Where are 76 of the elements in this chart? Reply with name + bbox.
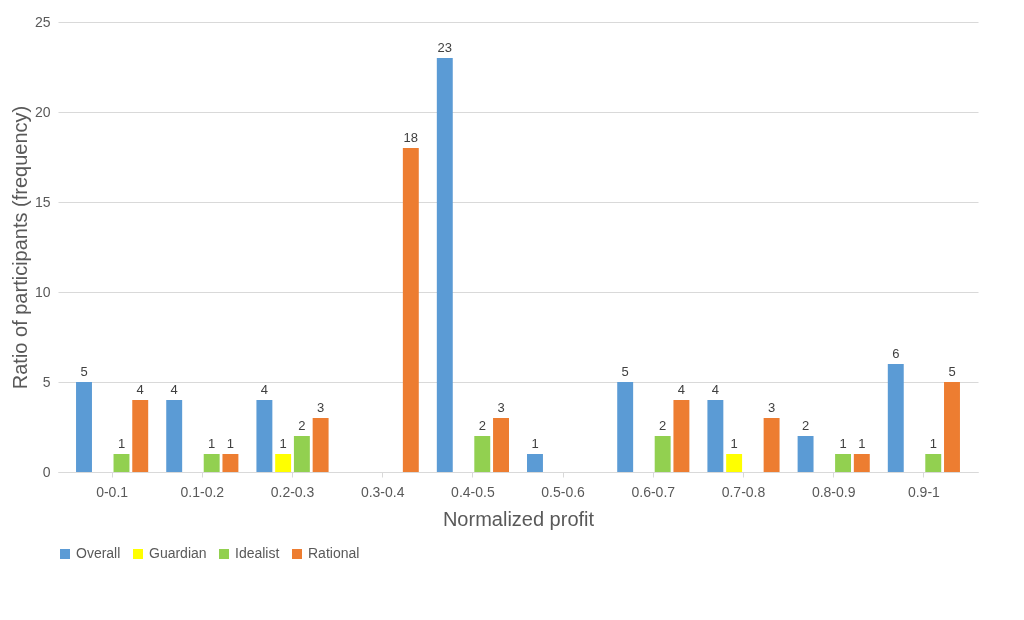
bar xyxy=(76,382,92,472)
data-label: 4 xyxy=(136,382,144,397)
bar xyxy=(925,454,942,472)
data-label: 2 xyxy=(801,418,810,433)
data-label: 1 xyxy=(929,436,937,451)
bar xyxy=(222,454,239,472)
x-tick-label: 0.6-0.7 xyxy=(631,483,676,500)
data-label: 2 xyxy=(659,418,667,433)
data-label: 4 xyxy=(677,382,686,397)
data-label: 6 xyxy=(892,346,900,361)
bar xyxy=(312,418,329,472)
x-axis-title: Normalized profit xyxy=(442,507,595,530)
bar xyxy=(707,400,724,472)
data-label: 1 xyxy=(730,436,738,451)
x-tick-label: 0.7-0.8 xyxy=(721,483,766,500)
x-tick-label: 0-0.1 xyxy=(96,483,129,500)
bar xyxy=(763,418,780,472)
data-label: 5 xyxy=(80,364,88,379)
bar xyxy=(797,436,814,472)
data-label: 1 xyxy=(208,436,216,451)
x-tick-label: 0.5-0.6 xyxy=(541,483,586,500)
data-label: 1 xyxy=(117,436,126,451)
bar xyxy=(203,454,220,472)
y-tick-label: 5 xyxy=(42,373,51,390)
bar xyxy=(132,400,149,472)
bar xyxy=(887,364,904,472)
data-label: 4 xyxy=(170,382,178,397)
x-tick-label: 0.8-0.9 xyxy=(811,483,856,500)
bar xyxy=(726,454,743,472)
data-label: 3 xyxy=(767,400,776,415)
data-label: 1 xyxy=(531,436,539,451)
bar xyxy=(654,436,671,472)
y-tick-label: 20 xyxy=(34,103,51,120)
data-label: 1 xyxy=(279,436,287,451)
bar xyxy=(436,58,453,472)
data-label: 23 xyxy=(437,40,453,55)
bar xyxy=(474,436,491,472)
bar xyxy=(256,400,273,472)
x-tick-label: 0.3-0.4 xyxy=(360,483,405,500)
legend-label: Guardian xyxy=(149,545,207,561)
data-label: 5 xyxy=(948,364,956,379)
data-label: 18 xyxy=(403,130,419,145)
x-tick-label: 0.1-0.2 xyxy=(180,483,225,500)
bar xyxy=(275,454,292,472)
x-tick-label: 0.2-0.3 xyxy=(270,483,315,500)
data-label: 2 xyxy=(478,418,486,433)
x-tick-label: 0.9-1 xyxy=(907,483,941,500)
data-label: 5 xyxy=(621,364,629,379)
data-label: 3 xyxy=(497,400,505,415)
legend-label: Rational xyxy=(308,545,360,561)
bar xyxy=(673,400,690,472)
data-label: 3 xyxy=(317,400,325,415)
bar xyxy=(617,382,634,472)
data-label: 2 xyxy=(298,418,306,433)
y-tick-label: 0 xyxy=(42,463,51,480)
y-axis-title: Ratio of participants (frequency) xyxy=(8,105,31,390)
legend-label: Overall xyxy=(76,545,121,561)
bar xyxy=(113,454,130,472)
y-tick-label: 15 xyxy=(34,193,51,210)
bar xyxy=(166,400,183,472)
bar xyxy=(835,454,852,472)
bar xyxy=(527,454,543,472)
y-tick-label: 25 xyxy=(34,13,51,30)
x-tick-label: 0.4-0.5 xyxy=(451,483,495,500)
data-label: 1 xyxy=(226,436,235,451)
bar xyxy=(402,148,419,472)
data-label: 4 xyxy=(260,382,269,397)
bar xyxy=(493,418,509,472)
data-label: 4 xyxy=(711,382,719,397)
bar xyxy=(944,382,960,472)
data-label: 1 xyxy=(839,436,847,451)
legend-label: Idealist xyxy=(235,545,280,561)
y-tick-label: 10 xyxy=(34,283,51,300)
bar xyxy=(853,454,870,472)
data-label: 1 xyxy=(858,436,866,451)
bar xyxy=(293,436,310,472)
